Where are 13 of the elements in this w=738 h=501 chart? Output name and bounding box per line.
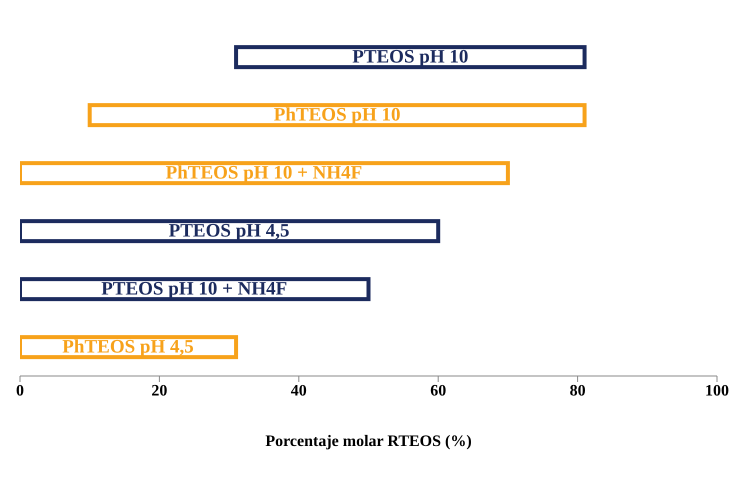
y-tick-label: PhTEOS pH 10 [274,104,400,126]
y-tick-label: PTEOS pH 10 [352,46,468,68]
x-tick-label: 60 [430,382,446,400]
y-tick-label: PhTEOS pH 4,5 [62,336,194,358]
y-tick-label: PhTEOS pH 10 + NH4F [166,162,362,184]
y-tick-label: PTEOS pH 10 + NH4F [101,278,288,300]
x-tick-label: 80 [570,382,586,400]
y-tick-label: PTEOS pH 4,5 [168,220,290,242]
x-tick-label: 0 [16,382,24,400]
x-axis-title: Porcentaje molar RTEOS (%) [265,433,472,450]
x-tick-label: 100 [705,382,729,400]
x-tick-label: 40 [290,382,307,400]
x-tick-label: 20 [151,382,168,400]
